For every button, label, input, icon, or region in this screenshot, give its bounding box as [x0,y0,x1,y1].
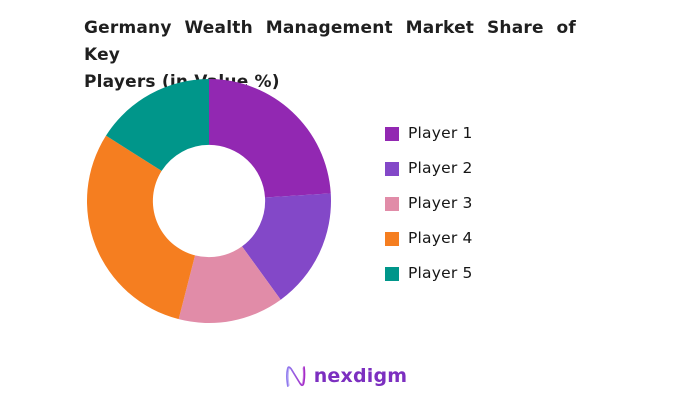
legend-item-player-2: Player 2 [385,159,473,178]
legend-label: Player 1 [408,124,473,142]
legend-label: Player 4 [408,229,473,247]
brand-name: nexdigm [313,365,408,387]
donut-segment-player-2 [241,193,332,300]
legend-item-player-3: Player 3 [385,194,473,213]
donut-chart [86,79,332,324]
legend-swatch [385,196,399,211]
donut-segment-player-4 [86,135,196,320]
legend-label: Player 5 [408,264,473,282]
legend-swatch [385,266,399,281]
legend-label: Player 3 [408,194,473,212]
donut-segment-player-3 [178,246,281,324]
legend-item-player-1: Player 1 [385,124,473,143]
legend-item-player-5: Player 5 [385,264,473,283]
donut-segment-player-1 [209,79,331,198]
chart-title: Germany Wealth Management Market Share o… [84,15,576,96]
brand-footer: nexdigm [0,360,690,392]
donut-segment-player-5 [105,79,209,171]
chart-legend: Player 1 Player 2 Player 3 Player 4 Player 5 [385,124,473,299]
legend-swatch [385,161,399,176]
legend-swatch [385,231,399,246]
chart-title-line1: Germany Wealth Management Market Share o… [84,18,576,65]
legend-label: Player 2 [408,159,473,177]
legend-item-player-4: Player 4 [385,229,473,248]
nexdigm-logo-icon [285,365,305,387]
legend-swatch [385,126,399,141]
